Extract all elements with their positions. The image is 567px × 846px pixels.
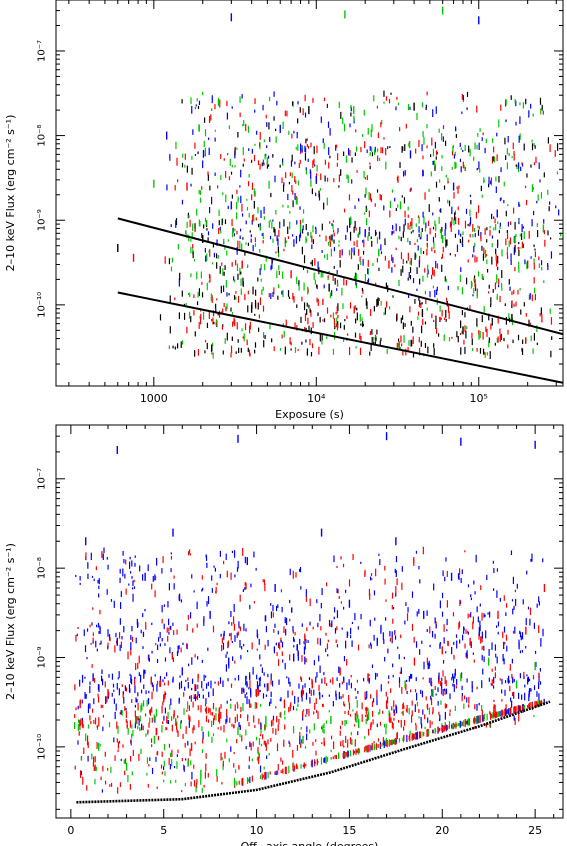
x-tick-label: 10⁵	[470, 392, 488, 405]
x-tick-label: 1000	[140, 392, 168, 405]
x-tick-label: 5	[160, 824, 167, 837]
x-axis-label: Exposure (s)	[275, 408, 344, 421]
y-tick-label: 10⁻¹⁰	[37, 734, 48, 760]
chart-panel-1: 10⁻¹⁰ 10⁻⁹ 10⁻⁸ 10⁻⁷ 1000 10⁴ 10⁵ Exposure (s) 2…	[4, 0, 564, 421]
y-axis-label: 2–10 keV Flux (erg cm⁻² s⁻¹)	[4, 543, 17, 700]
chart-panel-2: 10⁻¹⁰ 10⁻⁹ 10⁻⁸ 10⁻⁷ 0 5 10 15 20 25 Off−axis angl…	[4, 424, 564, 846]
x-tick-label: 20	[435, 824, 449, 837]
x-tick-label: 25	[528, 824, 542, 837]
x-tick-label: 0	[67, 824, 74, 837]
y-tick-label: 10⁻⁹	[37, 209, 48, 231]
plot-area	[74, 432, 551, 804]
limit-line-1	[117, 217, 563, 336]
y-tick-label: 10⁻⁸	[37, 557, 48, 579]
y-tick-label: 10⁻⁷	[37, 468, 48, 490]
y-tick-label: 10⁻⁷	[37, 40, 48, 62]
y-tick-label: 10⁻⁹	[37, 647, 48, 669]
plot-frame	[55, 424, 564, 819]
x-axis-label: Off−axis angle (degrees)	[241, 840, 379, 846]
y-tick-label: 10⁻¹⁰	[37, 292, 48, 318]
limit-line-1	[76, 700, 551, 804]
limit-line-2	[117, 291, 563, 384]
y-tick-label: 10⁻⁸	[37, 125, 48, 147]
plot-area	[117, 6, 563, 384]
plot-frame	[55, 0, 564, 387]
x-tick-label: 10⁴	[307, 392, 326, 405]
x-tick-label: 15	[342, 824, 356, 837]
y-axis-label: 2–10 keV Flux (erg cm⁻² s⁻¹)	[4, 115, 17, 272]
x-tick-label: 10	[250, 824, 264, 837]
